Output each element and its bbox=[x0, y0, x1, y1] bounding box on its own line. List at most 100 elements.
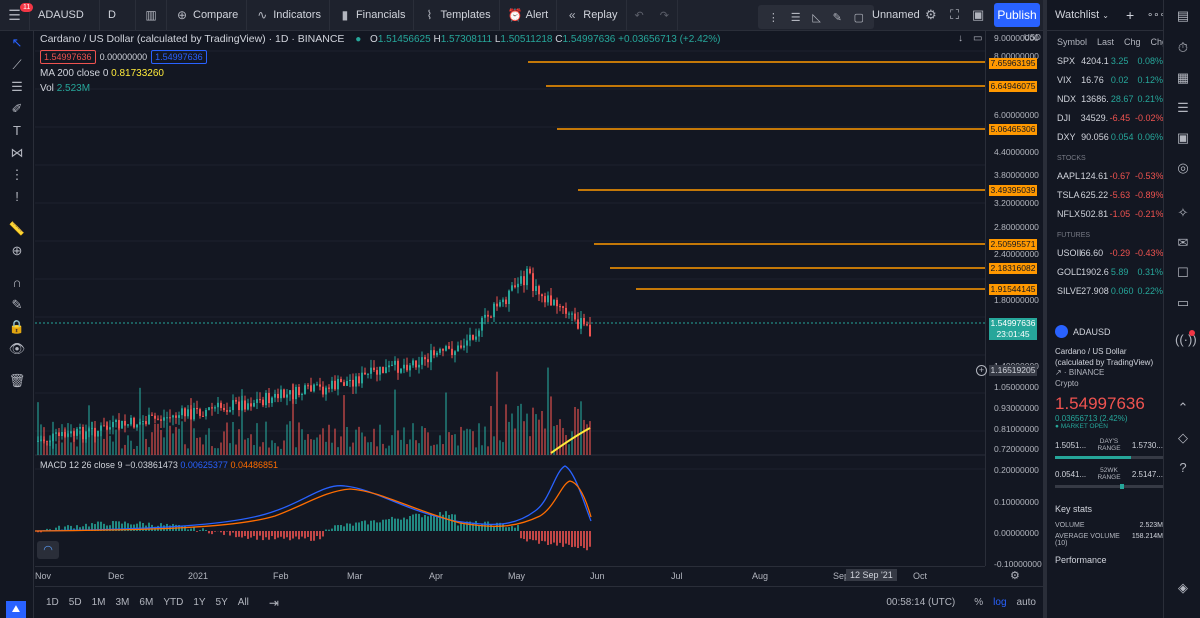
fullscreen-icon[interactable]: ⛶ bbox=[950, 7, 960, 22]
undo-button[interactable]: ↶ bbox=[634, 9, 644, 22]
watchlist-row[interactable]: GOLD 1902.6 5.89 0.31% bbox=[1047, 262, 1163, 281]
col-chgp[interactable]: Chg% bbox=[1151, 37, 1176, 47]
layers-icon[interactable]: ◇ bbox=[1178, 430, 1188, 445]
help-icon[interactable]: ? bbox=[1179, 460, 1187, 475]
goto-date-icon[interactable]: ⇥ bbox=[268, 595, 279, 610]
fib-icon[interactable]: ☰ bbox=[11, 79, 23, 94]
rectangle-select-icon[interactable]: ▢ bbox=[853, 11, 865, 24]
col-chg[interactable]: Chg bbox=[1124, 37, 1141, 47]
text-icon[interactable]: T bbox=[13, 123, 21, 138]
menu-button[interactable]: ☰ 11 bbox=[0, 0, 34, 31]
ideas-bulb-icon[interactable]: ◎ bbox=[1177, 160, 1189, 175]
range-1d[interactable]: 1D bbox=[46, 597, 59, 608]
trash-icon[interactable]: 🗑 bbox=[8, 373, 26, 388]
magnet-icon[interactable]: ∩ bbox=[12, 275, 22, 290]
pen-lock-icon[interactable]: ✎ bbox=[11, 297, 23, 312]
financials-button[interactable]: ▮ Financials bbox=[330, 0, 415, 31]
exclamation-icon[interactable]: ! bbox=[15, 189, 19, 204]
publish-button[interactable]: Publish bbox=[994, 3, 1040, 27]
maximize-icon[interactable]: ▭ bbox=[973, 33, 983, 44]
range-3m[interactable]: 3M bbox=[115, 597, 130, 608]
streams-icon[interactable]: ▭ bbox=[1176, 295, 1190, 310]
interval-button[interactable]: D bbox=[100, 0, 136, 31]
symbol-search-button[interactable]: ADAUSD bbox=[30, 0, 100, 31]
watchlist-row[interactable]: NDX 13686. 28.67 0.21% bbox=[1047, 89, 1163, 108]
eye-icon[interactable]: 👁 bbox=[8, 341, 26, 356]
camera-icon[interactable]: ▣ bbox=[972, 7, 985, 22]
drag-handle-icon[interactable]: ⋮ bbox=[767, 11, 779, 24]
alert-button[interactable]: ⏰ Alert bbox=[500, 0, 558, 31]
time-axis[interactable]: Nov Dec 2021 Feb Mar Apr May Jun Jul Aug… bbox=[35, 566, 1020, 586]
row-last: 124.61 bbox=[1080, 170, 1109, 181]
templates-button[interactable]: ⌇ Templates bbox=[414, 0, 500, 31]
settings-gear-icon[interactable]: ⚙ bbox=[925, 7, 937, 22]
range-ytd[interactable]: YTD bbox=[163, 597, 184, 608]
axis-settings-icon[interactable]: ⚙ bbox=[1010, 570, 1020, 582]
col-symbol[interactable]: Symbol bbox=[1057, 37, 1088, 47]
ask-pill[interactable]: 1.54997636 bbox=[151, 50, 207, 64]
watchlist-row[interactable]: TSLA 625.22 -5.63 -0.89% bbox=[1047, 185, 1163, 204]
range-1y[interactable]: 1Y bbox=[193, 597, 206, 608]
pattern-icon[interactable]: ⋈ bbox=[10, 145, 24, 160]
price-axis[interactable]: 9.00000000 USD 8.00000000 6.00000000 4.4… bbox=[985, 31, 1043, 569]
chevron-down-icon[interactable]: ⌄ bbox=[1102, 10, 1109, 20]
watchlist-row[interactable]: AAPL 124.61 -0.67 -0.53% bbox=[1047, 166, 1163, 185]
add-alert-plus-icon[interactable]: + bbox=[976, 365, 987, 376]
compare-button[interactable]: ⊕ Compare bbox=[167, 0, 248, 31]
cursor-icon[interactable]: ↖ bbox=[11, 35, 23, 50]
watchlist-icon[interactable]: ▤ bbox=[1176, 8, 1190, 23]
range-5d[interactable]: 5D bbox=[68, 597, 82, 608]
indicators-button[interactable]: ∿ Indicators bbox=[247, 0, 330, 31]
range-1m[interactable]: 1M bbox=[91, 597, 106, 608]
fullscreen-chat-icon[interactable]: ⛰ bbox=[6, 601, 26, 618]
prediction-icon[interactable]: ⋮ bbox=[10, 167, 24, 182]
more-icon[interactable]: ∘∘∘ bbox=[1147, 9, 1166, 21]
zoom-in-icon[interactable]: ⊕ bbox=[11, 243, 23, 258]
range-all[interactable]: All bbox=[237, 597, 249, 608]
ideas-icon[interactable]: ✧ bbox=[1177, 205, 1189, 220]
add-symbol-icon[interactable]: + bbox=[1126, 7, 1135, 23]
trend-icon[interactable]: ⌃ bbox=[1177, 400, 1189, 415]
bid-pill[interactable]: 1.54997636 bbox=[40, 50, 96, 64]
lines-icon[interactable]: ☰ bbox=[790, 11, 801, 24]
pencil-icon[interactable]: ✎ bbox=[832, 11, 842, 24]
tradingview-logo-icon[interactable]: ◠ bbox=[37, 541, 59, 559]
redo-button[interactable]: ↷ bbox=[652, 0, 678, 31]
watchlist-row[interactable]: VIX 16.76 0.02 0.12% bbox=[1047, 70, 1163, 89]
watchlist-row[interactable]: USOIL66.60 -0.29-0.43% bbox=[1047, 243, 1163, 262]
messages-icon[interactable]: ☐ bbox=[1177, 265, 1189, 280]
range-5y[interactable]: 5Y bbox=[215, 597, 228, 608]
trend-line-icon[interactable]: ⟋ bbox=[12, 57, 22, 72]
watchlist-row[interactable]: SPX 4204.1 3.25 0.08% bbox=[1047, 51, 1163, 70]
layout-icon[interactable]: ◈ bbox=[1178, 580, 1188, 595]
chat-icon[interactable]: ✉ bbox=[1177, 235, 1189, 250]
hotlists-icon[interactable]: ☰ bbox=[1177, 100, 1189, 115]
log-toggle[interactable]: log bbox=[993, 597, 1007, 608]
percent-toggle[interactable]: % bbox=[974, 597, 984, 608]
lock-icon[interactable]: 🔒 bbox=[8, 319, 26, 334]
ruler-icon[interactable]: 📏 bbox=[8, 221, 26, 236]
range-6m[interactable]: 6M bbox=[139, 597, 154, 608]
macd-histogram-bar bbox=[208, 531, 210, 534]
auto-toggle[interactable]: auto bbox=[1016, 597, 1036, 608]
chart-type-button[interactable]: ▥ bbox=[136, 0, 167, 31]
triangle-ruler-icon[interactable]: ◺ bbox=[812, 11, 821, 24]
utc-clock[interactable]: 00:58:14 (UTC) bbox=[886, 597, 956, 608]
calendar-icon[interactable]: ▣ bbox=[1176, 130, 1190, 145]
price-chart[interactable] bbox=[35, 31, 985, 566]
watchlist-row[interactable]: DXY 90.056 0.054 0.06% bbox=[1047, 127, 1163, 146]
data-window-icon[interactable]: ▦ bbox=[1176, 70, 1190, 85]
col-last[interactable]: Last bbox=[1097, 37, 1115, 47]
layout-name[interactable]: Unnamed bbox=[872, 9, 920, 21]
watchlist-row[interactable]: NFLX 502.81 -1.05 -0.21% bbox=[1047, 204, 1163, 223]
candle-body bbox=[289, 390, 291, 395]
collapse-icon[interactable]: ↓ bbox=[958, 33, 963, 44]
details-exchange[interactable]: BINANCE bbox=[1068, 368, 1105, 377]
replay-button[interactable]: « Replay bbox=[557, 0, 627, 31]
alerts-clock-icon[interactable]: ⏱ bbox=[1177, 40, 1189, 55]
watchlist-title[interactable]: Watchlist bbox=[1055, 9, 1100, 21]
watchlist-row[interactable]: DJI 34529. -6.45 -0.02% bbox=[1047, 108, 1163, 127]
brush-icon[interactable]: ✐ bbox=[11, 101, 23, 116]
volume-bar bbox=[46, 442, 48, 455]
